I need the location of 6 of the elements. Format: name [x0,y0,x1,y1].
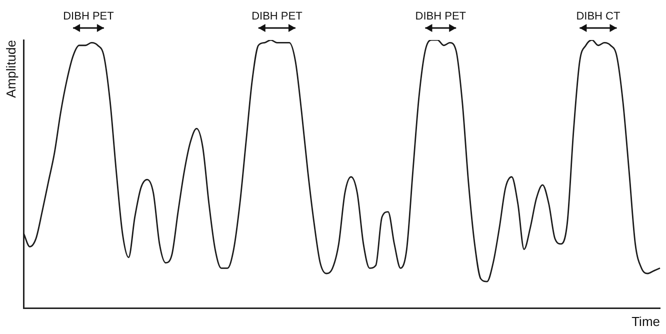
text: DIBH PET [63,10,114,23]
text: DIBH PET [415,10,466,23]
y-axis-title: Amplitude [3,40,18,98]
x-axis-title: Time [632,314,660,329]
text: DIBH CT [576,10,620,23]
text: DIBH PET [252,10,303,23]
